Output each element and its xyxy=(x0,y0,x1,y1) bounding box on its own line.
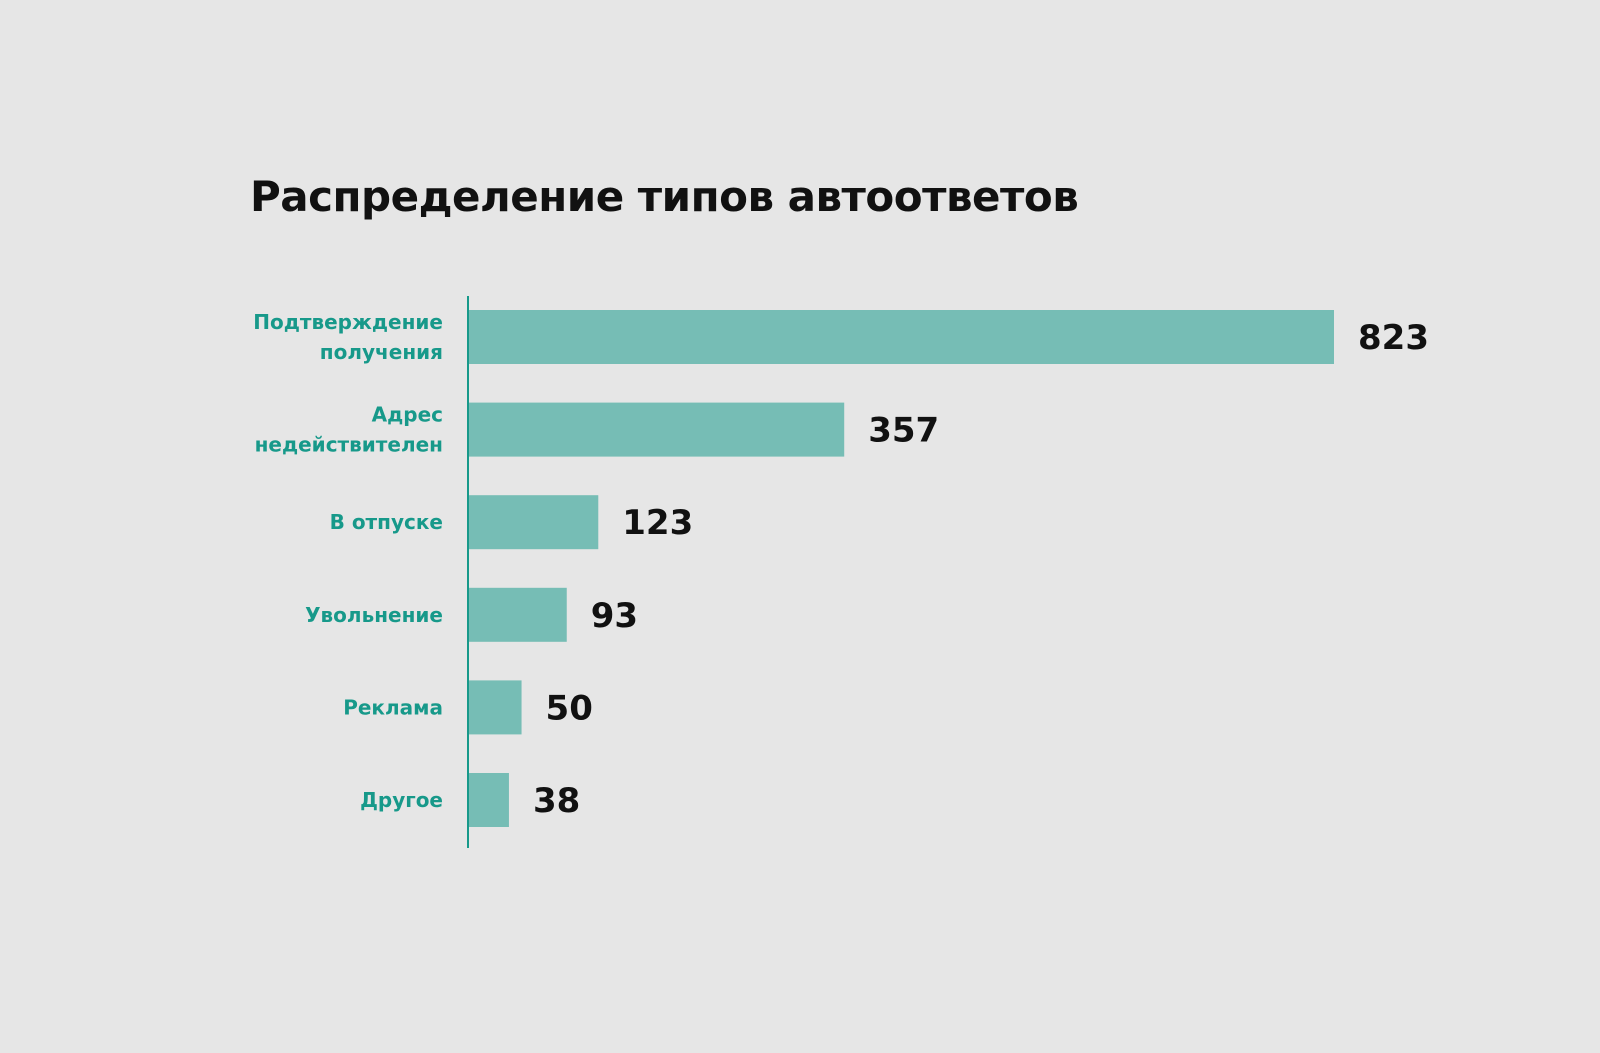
bar xyxy=(469,402,845,457)
value-label: 38 xyxy=(533,781,580,821)
bar xyxy=(469,680,522,735)
value-label: 823 xyxy=(1358,318,1429,358)
category-label: В отпуске xyxy=(330,510,443,534)
category-label: Подтверждение xyxy=(253,310,443,334)
value-label: 123 xyxy=(622,503,693,543)
category-label: получения xyxy=(320,340,443,364)
category-label: недействителен xyxy=(255,433,443,457)
value-label: 50 xyxy=(546,688,593,728)
bar xyxy=(469,495,599,550)
bar xyxy=(469,773,509,827)
category-label: Другое xyxy=(360,788,443,812)
value-label: 357 xyxy=(868,411,939,451)
value-label: 93 xyxy=(591,596,638,636)
bar xyxy=(469,587,567,642)
bar xyxy=(469,310,1334,364)
chart-title: Распределение типов автоответов xyxy=(250,172,1079,221)
category-label: Адрес xyxy=(372,403,443,427)
category-label: Реклама xyxy=(343,695,443,719)
category-label: Увольнение xyxy=(305,603,443,627)
